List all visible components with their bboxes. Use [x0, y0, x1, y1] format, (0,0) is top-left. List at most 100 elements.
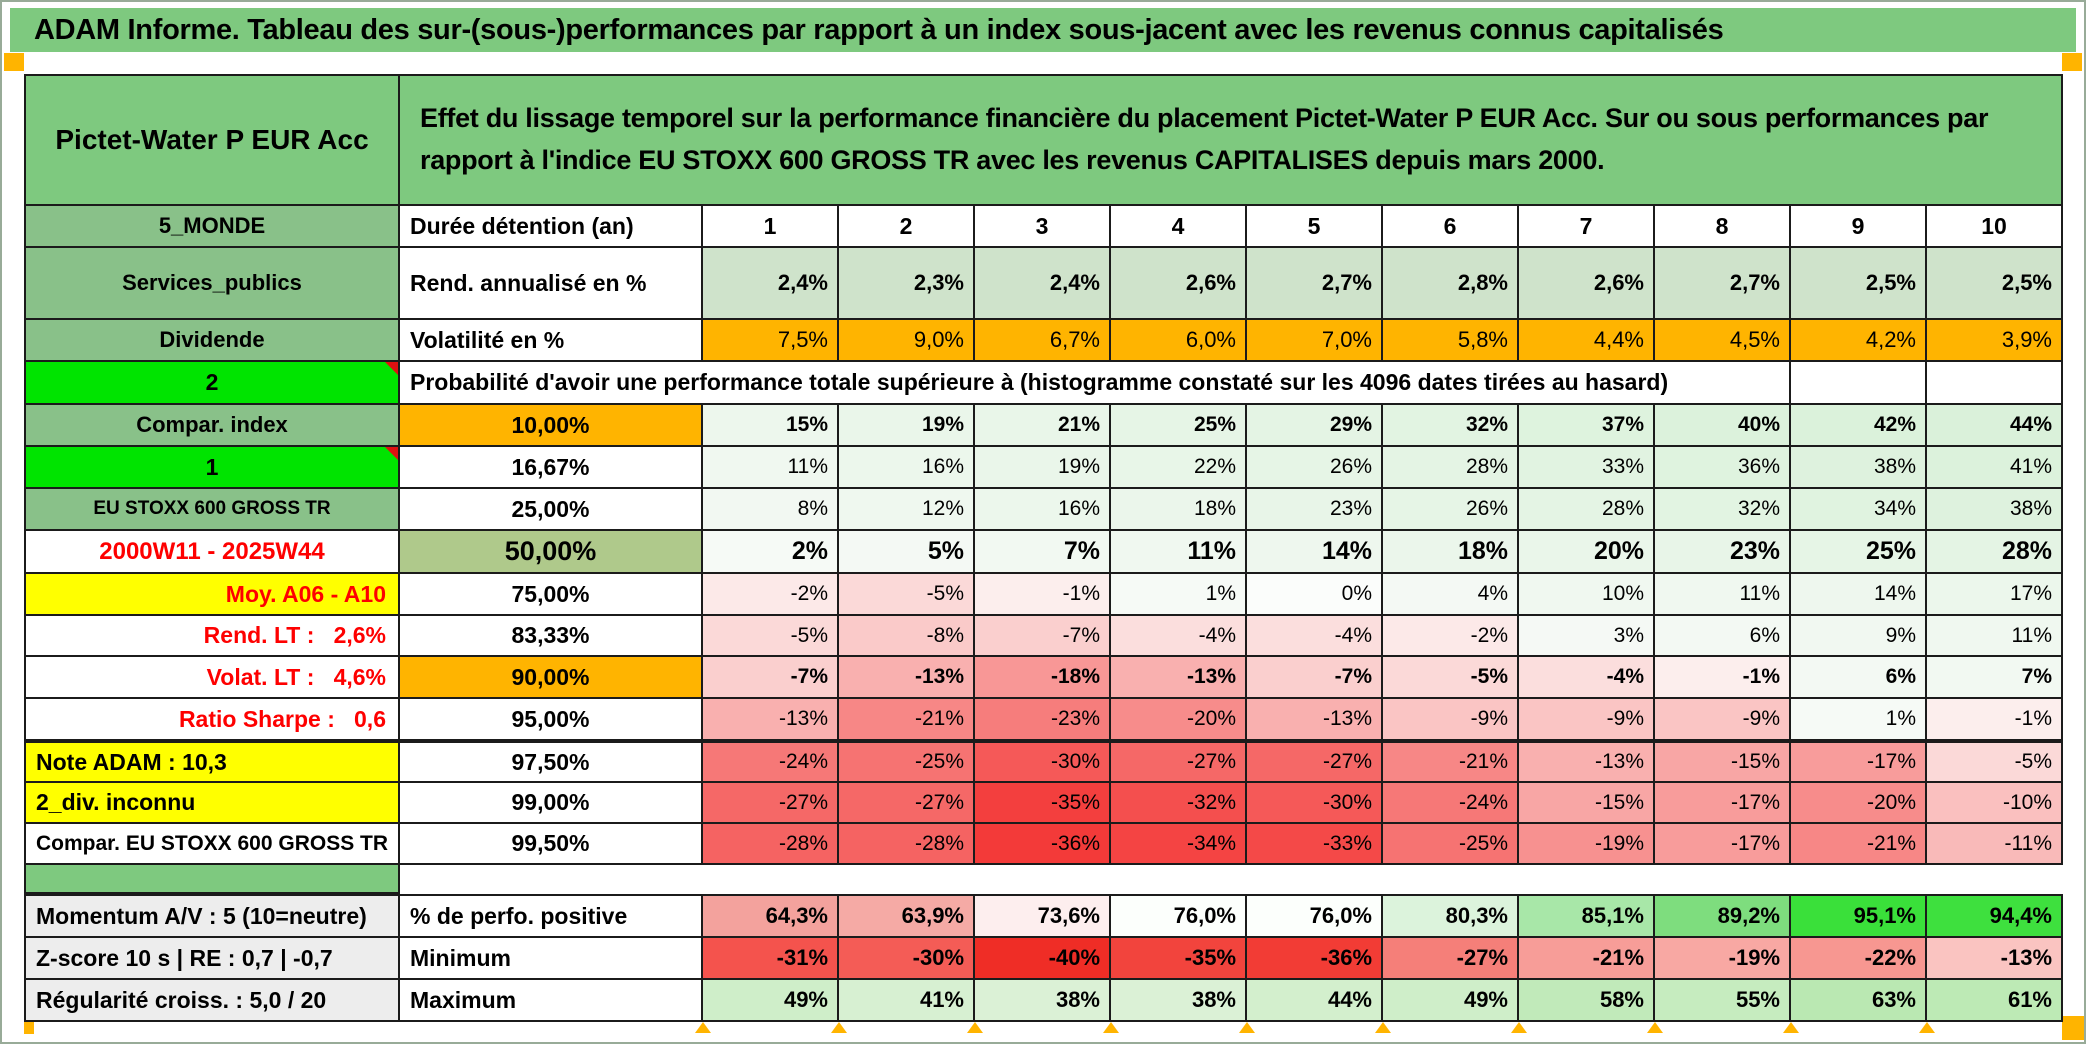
row-head[interactable]: % de perfo. positive: [400, 894, 703, 938]
data-cell[interactable]: -7%: [1247, 657, 1383, 699]
data-cell[interactable]: -11%: [1927, 824, 2063, 865]
row-label[interactable]: Rend. LT : 2,6%: [26, 616, 400, 657]
data-cell[interactable]: 7%: [1927, 657, 2063, 699]
data-cell[interactable]: 25%: [1791, 531, 1927, 574]
data-cell[interactable]: -13%: [1111, 657, 1247, 699]
data-cell[interactable]: -28%: [703, 824, 839, 865]
data-cell[interactable]: 9: [1791, 206, 1927, 248]
data-cell[interactable]: -4%: [1519, 657, 1655, 699]
data-cell[interactable]: -13%: [1247, 699, 1383, 741]
data-cell[interactable]: -27%: [1383, 938, 1519, 980]
data-cell[interactable]: 41%: [839, 980, 975, 1022]
data-cell[interactable]: 2,5%: [1927, 248, 2063, 320]
data-cell[interactable]: 44%: [1927, 405, 2063, 447]
data-cell[interactable]: 49%: [1383, 980, 1519, 1022]
data-cell[interactable]: 9,0%: [839, 320, 975, 362]
data-cell[interactable]: 28%: [1519, 489, 1655, 531]
row-label[interactable]: 2_div. inconnu: [26, 783, 400, 824]
row-label[interactable]: Moy. A06 - A10: [26, 574, 400, 616]
data-cell[interactable]: 16%: [975, 489, 1111, 531]
data-cell[interactable]: -24%: [1383, 783, 1519, 824]
data-cell[interactable]: 76,0%: [1247, 894, 1383, 938]
data-cell[interactable]: -18%: [975, 657, 1111, 699]
data-cell[interactable]: -30%: [839, 938, 975, 980]
data-cell[interactable]: 4%: [1383, 574, 1519, 616]
data-cell[interactable]: -27%: [1111, 741, 1247, 783]
data-cell[interactable]: 32%: [1383, 405, 1519, 447]
data-cell[interactable]: -34%: [1111, 824, 1247, 865]
data-cell[interactable]: 14%: [1247, 531, 1383, 574]
row-label[interactable]: EU STOXX 600 GROSS TR: [26, 489, 400, 531]
row-label[interactable]: Note ADAM : 10,3: [26, 741, 400, 783]
data-cell[interactable]: -1%: [1655, 657, 1791, 699]
data-cell[interactable]: 80,3%: [1383, 894, 1519, 938]
data-cell[interactable]: 28%: [1927, 531, 2063, 574]
data-cell[interactable]: 6%: [1655, 616, 1791, 657]
data-cell[interactable]: -15%: [1519, 783, 1655, 824]
data-cell[interactable]: 55%: [1655, 980, 1791, 1022]
data-cell[interactable]: -1%: [1927, 699, 2063, 741]
data-cell[interactable]: -19%: [1519, 824, 1655, 865]
data-cell[interactable]: -4%: [1111, 616, 1247, 657]
data-cell[interactable]: -27%: [703, 783, 839, 824]
data-cell[interactable]: 25%: [1111, 405, 1247, 447]
row-label[interactable]: Dividende: [26, 320, 400, 362]
data-cell[interactable]: 11%: [1655, 574, 1791, 616]
data-cell[interactable]: 11%: [1111, 531, 1247, 574]
row-label[interactable]: 2000W11 - 2025W44: [26, 531, 400, 574]
row-head[interactable]: Durée détention (an): [400, 206, 703, 248]
data-cell[interactable]: 7: [1519, 206, 1655, 248]
data-cell[interactable]: -21%: [1791, 824, 1927, 865]
data-cell[interactable]: 61%: [1927, 980, 2063, 1022]
data-cell[interactable]: -2%: [703, 574, 839, 616]
data-cell[interactable]: 4: [1111, 206, 1247, 248]
data-cell[interactable]: 38%: [975, 980, 1111, 1022]
data-cell[interactable]: -17%: [1655, 824, 1791, 865]
data-cell[interactable]: -5%: [703, 616, 839, 657]
data-cell[interactable]: 4,4%: [1519, 320, 1655, 362]
data-cell[interactable]: -21%: [839, 699, 975, 741]
data-cell[interactable]: 5: [1247, 206, 1383, 248]
row-head[interactable]: 83,33%: [400, 616, 703, 657]
data-cell[interactable]: -10%: [1927, 783, 2063, 824]
data-cell[interactable]: 2,3%: [839, 248, 975, 320]
row-head[interactable]: 99,00%: [400, 783, 703, 824]
data-cell[interactable]: -5%: [1383, 657, 1519, 699]
data-cell[interactable]: 5,8%: [1383, 320, 1519, 362]
data-cell[interactable]: 0%: [1247, 574, 1383, 616]
data-cell[interactable]: -15%: [1655, 741, 1791, 783]
empty-cell[interactable]: [1791, 362, 1927, 405]
data-cell[interactable]: 95,1%: [1791, 894, 1927, 938]
data-cell[interactable]: 63,9%: [839, 894, 975, 938]
data-cell[interactable]: -23%: [975, 699, 1111, 741]
data-cell[interactable]: -31%: [703, 938, 839, 980]
data-cell[interactable]: 76,0%: [1111, 894, 1247, 938]
row-head[interactable]: 97,50%: [400, 741, 703, 783]
data-cell[interactable]: 22%: [1111, 447, 1247, 489]
row-head[interactable]: 75,00%: [400, 574, 703, 616]
data-cell[interactable]: -5%: [839, 574, 975, 616]
table-description-cell[interactable]: Effet du lissage temporel sur la perform…: [400, 76, 2063, 206]
data-cell[interactable]: 7,0%: [1247, 320, 1383, 362]
data-cell[interactable]: 1%: [1111, 574, 1247, 616]
row-head[interactable]: Volatilité en %: [400, 320, 703, 362]
data-cell[interactable]: -27%: [839, 783, 975, 824]
data-cell[interactable]: 19%: [975, 447, 1111, 489]
data-cell[interactable]: -20%: [1111, 699, 1247, 741]
data-cell[interactable]: 89,2%: [1655, 894, 1791, 938]
data-cell[interactable]: 64,3%: [703, 894, 839, 938]
row-label[interactable]: Momentum A/V : 5 (10=neutre): [26, 894, 400, 938]
row-label[interactable]: Volat. LT : 4,6%: [26, 657, 400, 699]
data-cell[interactable]: -27%: [1247, 741, 1383, 783]
row-head[interactable]: 90,00%: [400, 657, 703, 699]
data-cell[interactable]: 2%: [703, 531, 839, 574]
data-cell[interactable]: -7%: [703, 657, 839, 699]
data-cell[interactable]: 3%: [1519, 616, 1655, 657]
data-cell[interactable]: -7%: [975, 616, 1111, 657]
data-cell[interactable]: 38%: [1927, 489, 2063, 531]
row-label[interactable]: [26, 865, 400, 894]
data-cell[interactable]: -13%: [703, 699, 839, 741]
empty-cell[interactable]: [1927, 362, 2063, 405]
data-cell[interactable]: -9%: [1655, 699, 1791, 741]
data-cell[interactable]: 2,4%: [703, 248, 839, 320]
